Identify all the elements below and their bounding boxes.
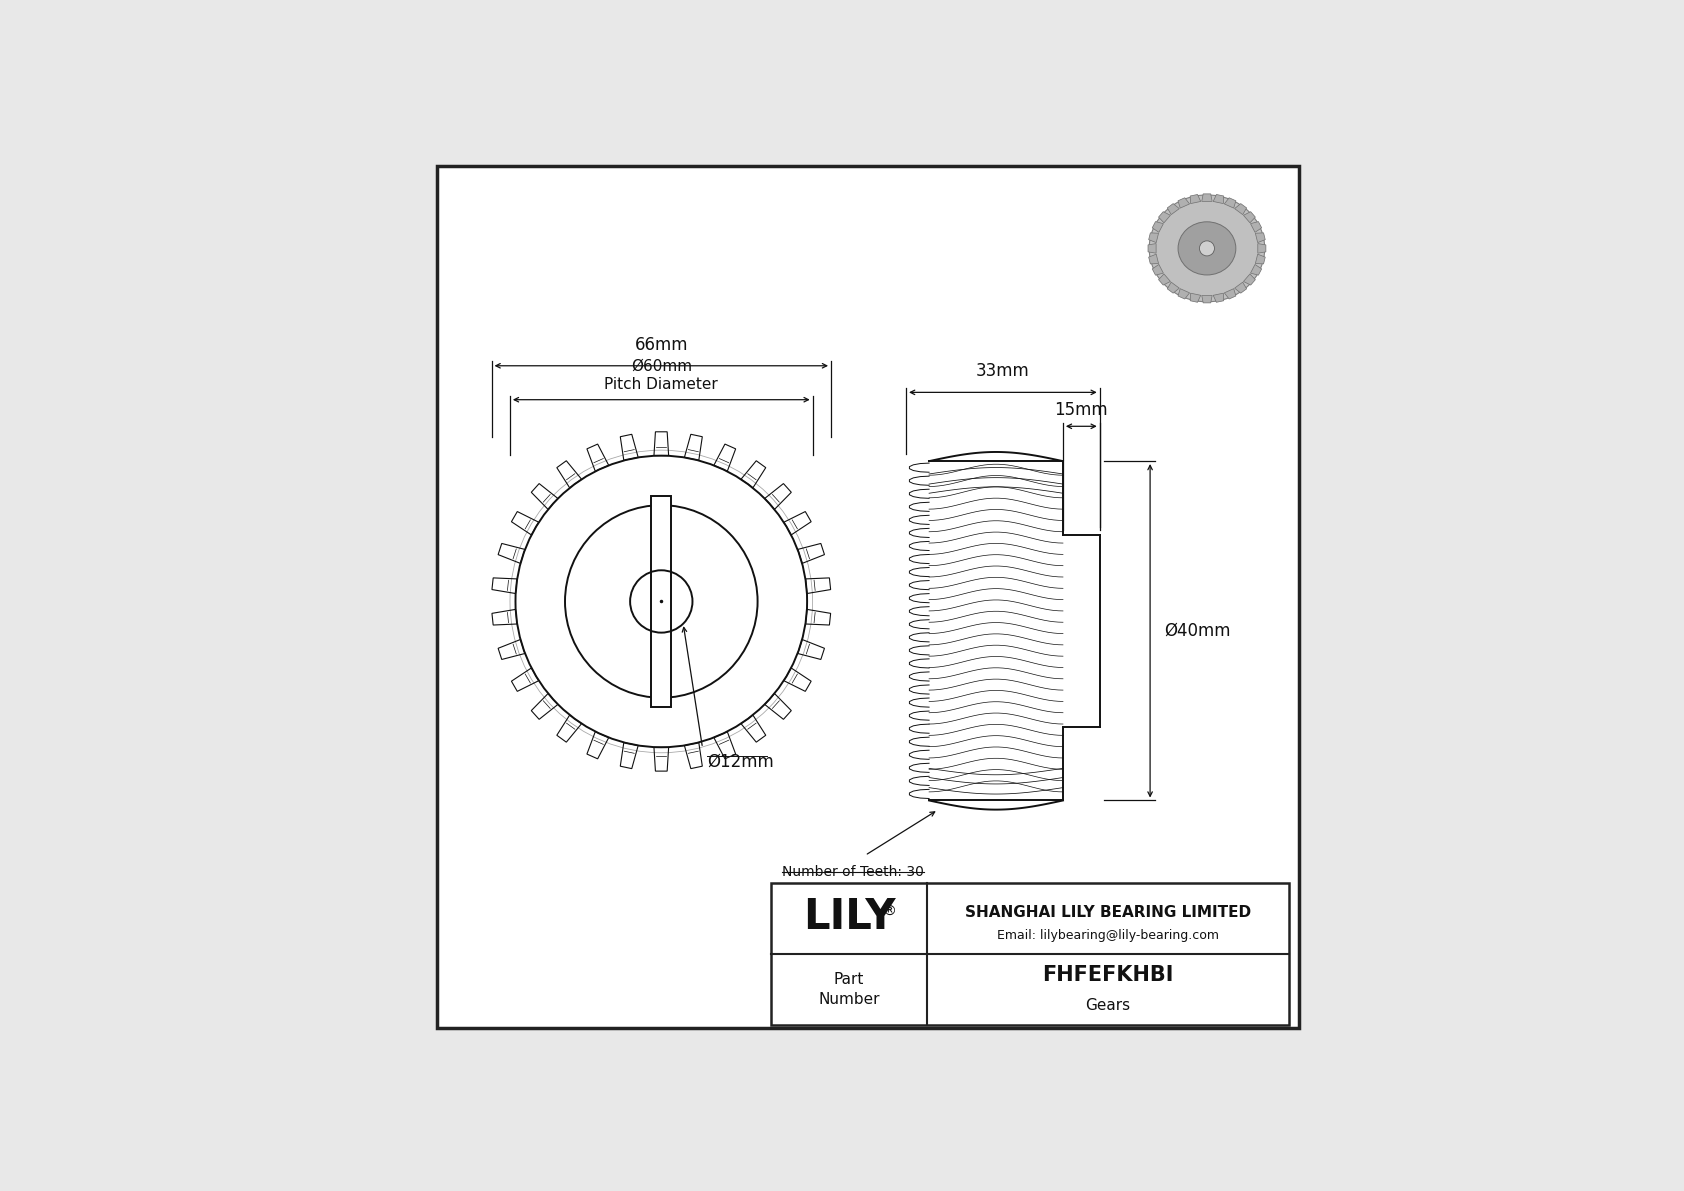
Polygon shape: [1191, 293, 1201, 303]
Circle shape: [1199, 241, 1214, 256]
Text: Email: lilybearing@lily-bearing.com: Email: lilybearing@lily-bearing.com: [997, 929, 1219, 942]
Polygon shape: [1167, 282, 1179, 293]
Polygon shape: [1148, 254, 1159, 264]
Polygon shape: [1152, 264, 1164, 275]
Polygon shape: [1212, 194, 1224, 204]
Text: 15mm: 15mm: [1054, 401, 1108, 419]
Polygon shape: [1167, 204, 1179, 214]
Text: FHFEFKHBI: FHFEFKHBI: [1042, 966, 1174, 985]
Polygon shape: [1159, 212, 1170, 223]
Polygon shape: [1243, 212, 1255, 223]
Polygon shape: [1255, 254, 1265, 264]
Polygon shape: [1159, 274, 1170, 285]
Text: 66mm: 66mm: [635, 336, 689, 354]
Polygon shape: [1152, 222, 1164, 232]
Polygon shape: [1148, 233, 1159, 243]
Text: ®: ®: [882, 904, 896, 918]
Polygon shape: [1179, 198, 1189, 208]
Text: SHANGHAI LILY BEARING LIMITED: SHANGHAI LILY BEARING LIMITED: [965, 905, 1251, 921]
Text: Part
Number: Part Number: [818, 972, 879, 1008]
Polygon shape: [1224, 198, 1236, 208]
Polygon shape: [1224, 288, 1236, 299]
Polygon shape: [1179, 288, 1189, 299]
Polygon shape: [1202, 295, 1212, 303]
Text: LILY: LILY: [803, 896, 896, 939]
Polygon shape: [1234, 282, 1246, 293]
Text: Ø60mm
Pitch Diameter: Ø60mm Pitch Diameter: [605, 358, 717, 392]
Polygon shape: [1212, 293, 1224, 303]
Polygon shape: [1251, 264, 1261, 275]
Bar: [771, 883, 1290, 1025]
Polygon shape: [1258, 244, 1266, 254]
Polygon shape: [1255, 233, 1265, 243]
Polygon shape: [1243, 274, 1255, 285]
Text: Ø40mm: Ø40mm: [1164, 622, 1231, 640]
Text: 33mm: 33mm: [977, 362, 1031, 380]
Polygon shape: [1251, 222, 1261, 232]
Polygon shape: [1191, 194, 1201, 204]
Ellipse shape: [1148, 195, 1265, 301]
Text: Number of Teeth: 30: Number of Teeth: 30: [783, 865, 925, 879]
Polygon shape: [1148, 244, 1157, 254]
Text: Gears: Gears: [1086, 998, 1130, 1012]
Polygon shape: [1202, 194, 1212, 201]
Bar: [652, 495, 672, 707]
Polygon shape: [1234, 204, 1246, 214]
Text: Ø12mm: Ø12mm: [707, 753, 775, 771]
Ellipse shape: [1179, 222, 1236, 275]
